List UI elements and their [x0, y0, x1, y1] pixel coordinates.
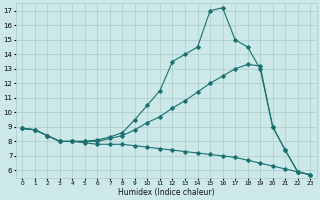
X-axis label: Humidex (Indice chaleur): Humidex (Indice chaleur) [118, 188, 214, 197]
